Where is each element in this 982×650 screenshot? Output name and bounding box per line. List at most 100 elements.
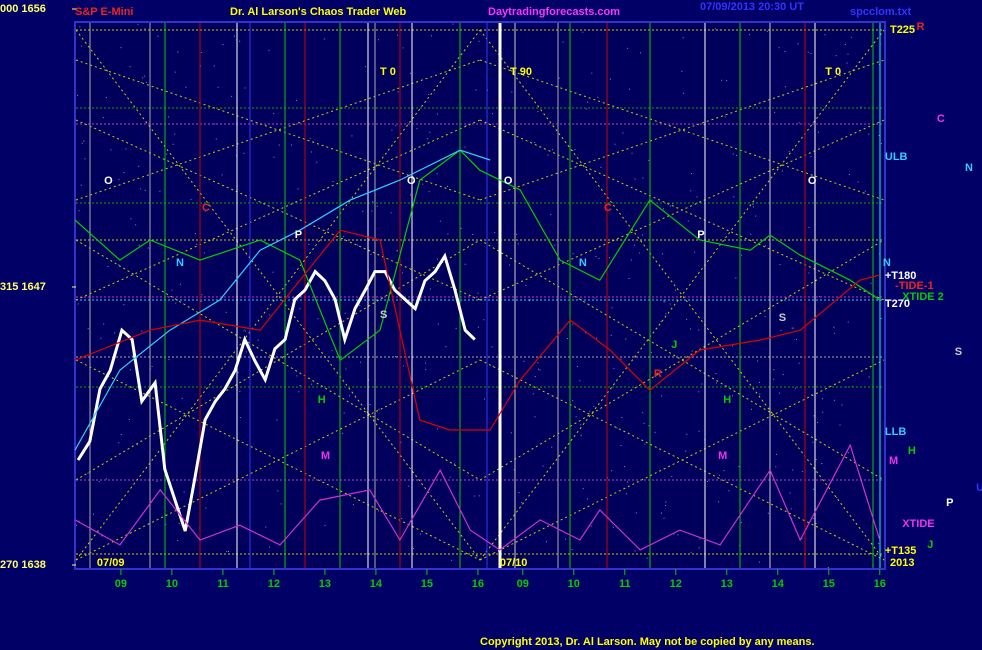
star bbox=[646, 557, 648, 559]
annotation: +T180 bbox=[885, 270, 917, 282]
star bbox=[472, 233, 474, 235]
star bbox=[449, 476, 451, 478]
star bbox=[510, 432, 512, 434]
star bbox=[622, 132, 624, 134]
series-line bbox=[76, 252, 476, 532]
star bbox=[598, 257, 600, 259]
annotation: O bbox=[504, 175, 513, 187]
star bbox=[465, 124, 467, 126]
star bbox=[311, 383, 313, 385]
star bbox=[298, 391, 300, 393]
star bbox=[594, 297, 596, 299]
star bbox=[244, 330, 246, 332]
star bbox=[812, 488, 814, 490]
annotation: T 0 bbox=[380, 66, 396, 78]
star bbox=[80, 184, 82, 186]
star bbox=[714, 28, 716, 30]
star bbox=[718, 474, 720, 476]
star bbox=[475, 89, 477, 91]
annotation: XTIDE 2 bbox=[902, 291, 944, 303]
star bbox=[77, 94, 79, 96]
x-tick-label: 13 bbox=[319, 578, 331, 590]
star bbox=[635, 512, 637, 514]
star bbox=[726, 80, 728, 82]
star bbox=[477, 292, 479, 294]
star bbox=[542, 465, 544, 467]
annotation: R bbox=[917, 21, 925, 33]
star bbox=[172, 143, 174, 145]
star bbox=[299, 308, 301, 310]
star bbox=[118, 179, 120, 181]
annotation: 07/09 bbox=[97, 557, 125, 569]
star bbox=[511, 91, 513, 93]
star bbox=[76, 524, 78, 526]
star bbox=[586, 101, 588, 103]
diagonal-line bbox=[75, 59, 481, 201]
star bbox=[105, 478, 107, 480]
chart-title: Dr. Al Larson's Chaos Trader Web bbox=[230, 6, 407, 18]
star bbox=[572, 400, 574, 402]
star bbox=[447, 185, 449, 187]
star bbox=[84, 158, 86, 160]
star bbox=[624, 466, 626, 468]
star bbox=[167, 296, 169, 298]
star bbox=[694, 251, 696, 253]
star bbox=[723, 470, 725, 472]
star bbox=[732, 153, 734, 155]
star bbox=[402, 47, 404, 49]
star bbox=[376, 205, 378, 207]
annotation: N bbox=[883, 257, 891, 269]
star bbox=[390, 29, 392, 31]
y-tick-label: 000 1656 bbox=[0, 3, 46, 15]
star bbox=[120, 47, 122, 49]
star bbox=[174, 133, 176, 135]
star bbox=[532, 393, 534, 395]
star bbox=[200, 300, 202, 302]
star bbox=[273, 113, 275, 115]
x-tick-label: 10 bbox=[568, 578, 580, 590]
star bbox=[140, 81, 142, 83]
star bbox=[413, 547, 415, 549]
star bbox=[642, 177, 644, 179]
star bbox=[445, 346, 447, 348]
star bbox=[196, 243, 198, 245]
star bbox=[204, 210, 206, 212]
star bbox=[436, 173, 438, 175]
diagonal-line bbox=[75, 239, 481, 481]
star bbox=[123, 172, 125, 174]
star bbox=[718, 501, 720, 503]
star bbox=[841, 404, 843, 406]
star bbox=[690, 173, 692, 175]
star bbox=[269, 314, 271, 316]
star bbox=[698, 391, 700, 393]
star bbox=[706, 481, 708, 483]
star bbox=[378, 39, 380, 41]
star bbox=[731, 395, 733, 397]
star bbox=[98, 481, 100, 483]
star bbox=[539, 369, 541, 371]
star bbox=[131, 355, 133, 357]
x-tick-label: 14 bbox=[772, 578, 785, 590]
star bbox=[753, 206, 755, 208]
star bbox=[608, 256, 610, 258]
star bbox=[478, 40, 480, 42]
star bbox=[575, 416, 577, 418]
x-tick-label: 10 bbox=[166, 578, 178, 590]
star bbox=[181, 397, 183, 399]
star bbox=[174, 71, 176, 73]
star bbox=[141, 330, 143, 332]
diagonal-line bbox=[479, 119, 885, 301]
annotation: -TIDE-1 bbox=[895, 280, 934, 292]
star bbox=[627, 481, 629, 483]
star bbox=[265, 526, 267, 528]
star bbox=[130, 218, 132, 220]
diagonal-line bbox=[479, 29, 885, 561]
star bbox=[487, 89, 489, 91]
annotation: ULB bbox=[885, 151, 908, 163]
star bbox=[395, 356, 397, 358]
diagonal-line bbox=[479, 359, 885, 561]
star bbox=[774, 111, 776, 113]
star bbox=[827, 566, 829, 568]
star bbox=[631, 152, 633, 154]
star bbox=[396, 250, 398, 252]
